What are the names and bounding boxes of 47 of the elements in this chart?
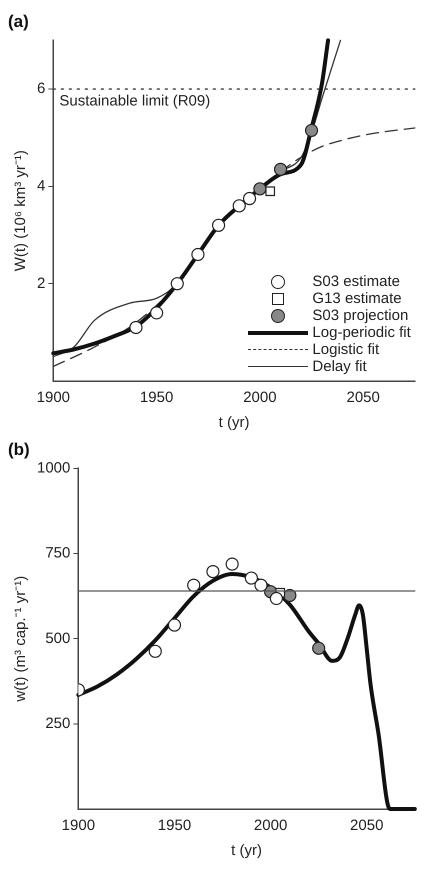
x-tick-label: 1900 (62, 817, 96, 834)
x-tick-label: 2050 (350, 817, 384, 834)
x-axis-title: t (yr) (218, 414, 250, 432)
x-tick-label: 2050 (346, 389, 380, 406)
point (191, 248, 205, 262)
legend-label: Logistic fit (312, 341, 380, 358)
point (270, 592, 283, 606)
legend-label: Delay fit (312, 358, 367, 375)
ref-line-label: Sustainable limit (R09) (59, 92, 210, 110)
point (212, 218, 226, 232)
point (244, 571, 258, 585)
point (265, 186, 276, 196)
point (242, 192, 256, 206)
x-axis-title: t (yr) (231, 842, 262, 860)
y-tick-label: 6 (37, 80, 46, 98)
point (148, 644, 162, 658)
point (304, 124, 318, 138)
y-tick-label: 4 (37, 178, 46, 195)
legend-label: Log-periodic fit (312, 324, 411, 341)
legend-label: S03 estimate (312, 273, 400, 290)
point (129, 320, 143, 334)
point (274, 162, 288, 176)
point (226, 558, 239, 571)
point (312, 642, 326, 655)
chart-title: (b) (8, 440, 30, 459)
point (232, 199, 246, 212)
x-tick-label: 2000 (243, 389, 277, 406)
x-tick-label: 2000 (254, 817, 288, 834)
point (150, 306, 164, 320)
y-axis-title: W(t) (10⁶ km³ yr⁻¹) (12, 150, 30, 272)
x-tick-label: 1950 (158, 817, 192, 834)
y-tick-label: 500 (45, 630, 70, 647)
y-tick-label: 1000 (36, 460, 70, 477)
y-tick-label: 750 (45, 544, 70, 562)
y-tick-label: 2 (37, 274, 46, 292)
x-tick-label: 1900 (36, 389, 70, 406)
point (170, 277, 184, 290)
legend-label: S03 projection (312, 307, 408, 324)
x-tick-label: 1950 (140, 389, 174, 406)
point (206, 565, 220, 578)
chart-title: (a) (8, 12, 29, 31)
legend-label: G13 estimate (312, 290, 402, 307)
y-tick-label: 250 (45, 714, 70, 732)
point (254, 578, 268, 592)
y-axis-title: w(t) (m³ cap.⁻¹ yr⁻¹) (12, 576, 30, 703)
point (253, 182, 266, 196)
point (168, 618, 182, 632)
